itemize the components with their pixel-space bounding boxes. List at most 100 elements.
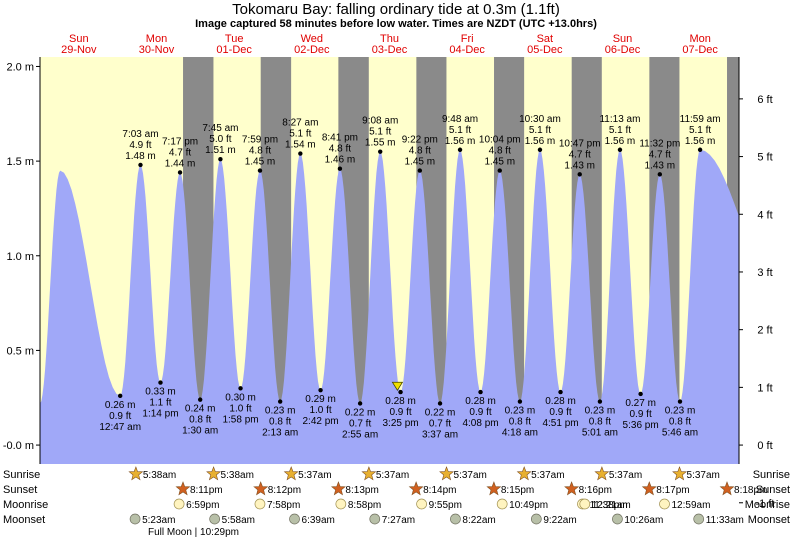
tide-time-label: 1:30 am [182,426,218,437]
tide-ft-label: 4.7 ft [569,149,591,160]
tide-ft-label: 5.1 ft [529,125,551,136]
current-level-marker [391,381,404,392]
tide-time-label: 9:08 am [362,116,398,127]
tide-ft-label: 0.9 ft [109,411,131,422]
tide-m-label: 1.46 m [325,155,356,166]
moonset-icon [369,513,381,525]
sunset-icon [486,481,502,496]
tide-time-label: 11:59 am [680,114,721,125]
sunrise-time: 5:37am [609,470,642,481]
high-tide-marker: 10:30 am5.1 ft1.56 m [519,114,561,152]
tide-extreme-point [677,399,683,404]
right-tick-label: 3 ft [757,267,772,279]
day-headers: Sun29-NovMon30-NovTue01-DecWed02-DecThu0… [61,33,718,56]
tide-m-label: 0.29 m [305,394,336,405]
tide-time-label: 12:47 am [99,422,141,433]
left-tick-label: 1.0 m [6,251,34,263]
high-tide-marker: 9:08 am5.1 ft1.55 m [362,116,398,154]
sunrise-time: 5:38am [143,470,176,481]
tide-extreme-point [138,162,143,168]
astro-row-label-right: Moonset [748,514,790,526]
moonset-time: 9:22am [543,515,576,526]
high-tide-marker: 7:45 am5.0 ft1.51 m [202,123,238,162]
day-name: Sun [613,33,633,45]
tide-extreme-point [318,387,323,393]
tide-m-label: 0.22 m [425,407,456,418]
tide-time-label: 7:45 am [202,123,238,134]
tide-ft-label: 0.8 ft [509,417,531,428]
sunset-icon [564,481,580,496]
moonset-time: 11:33am [706,515,744,526]
day-name: Wed [301,33,323,45]
tide-time-label: 3:25 pm [382,418,418,429]
tide-area [40,149,739,465]
right-tick-label: -1 ft [756,498,775,510]
sunset-time: 8:12pm [268,485,301,496]
moonset-time: 6:39am [302,515,335,526]
tide-m-label: 1.56 m [445,136,476,147]
low-tide-marker: 0.27 m0.9 ft5:36 pm [623,391,659,431]
moonset-icon [209,513,221,525]
moonrise-time: 9:55pm [429,500,462,511]
sunset-icon [330,481,346,496]
tide-extreme-point [337,166,343,171]
sunrise-time: 5:38am [221,470,254,481]
tide-extreme-point [457,147,463,152]
day-name: Thu [380,33,399,45]
high-tide-marker: 9:22 pm4.8 ft1.45 m [402,135,438,173]
tide-extreme-point [597,399,603,404]
tide-m-label: 0.23 m [265,406,296,417]
low-tide-marker: 0.28 m0.9 ft4:08 pm [462,389,499,429]
tide-extreme-point [117,393,123,399]
tide-time-label: 4:08 pm [462,418,498,429]
moonrise-icon [579,498,591,510]
moonrise-time: 11:38pm [589,500,627,511]
sunset-icon [408,481,424,496]
tide-m-label: 1.56 m [605,136,636,147]
moonrise-time: 12:21am [592,500,631,511]
sunset-icon [253,481,269,496]
low-tide-marker: 0.28 m0.9 ft4:51 pm [542,389,579,429]
tide-extreme-point [218,157,223,162]
tide-curve-area [40,149,739,465]
low-tide-marker: 0.24 m0.8 ft1:30 am [182,397,218,437]
moonset-time: 5:23am [142,515,175,526]
tide-time-label: 7:03 am [122,129,158,140]
high-tide-marker: 8:41 pm4.8 ft1.46 m [322,133,358,171]
tide-extreme-point [398,389,403,395]
left-tick-label: 1.5 m [6,156,34,168]
tide-m-label: 1.51 m [205,145,236,156]
day-date: 01-Dec [216,44,252,56]
sunrise-icon [439,466,455,481]
high-tide-marker: 7:03 am4.9 ft1.48 m [122,129,159,168]
day-date: 03-Dec [372,44,408,56]
tide-m-label: 0.28 m [465,396,496,407]
sunrise-time: 5:37am [531,470,564,481]
astro-row-label-right: Moonrise [745,499,790,511]
astro-row-label: Moonrise [3,499,48,511]
tide-ft-label: 0.9 ft [389,407,411,418]
tide-ft-label: 5.1 ft [449,125,471,136]
tide-ft-label: 4.8 ft [329,144,351,155]
tide-m-label: 1.45 m [245,157,276,168]
low-tide-marker: 0.28 m0.9 ft3:25 pm [382,389,419,429]
low-tide-marker: 0.22 m0.7 ft3:37 am [422,401,458,440]
tide-time-label: 10:47 pm [559,138,601,149]
tide-extreme-point [298,151,303,156]
tide-extreme-point [357,401,363,406]
day-name: Mon [689,33,710,45]
right-tick-label: 1 ft [757,382,772,394]
sunrise-time: 5:37am [454,470,487,481]
sunrise-icon [283,466,299,481]
tide-ft-label: 4.7 ft [649,149,671,160]
tide-time-label: 2:42 pm [303,416,339,427]
tide-time-label: 7:59 pm [242,135,278,146]
moonrise-time: 12:59am [672,500,711,511]
sunset-time: 8:11pm [190,485,223,496]
high-tide-marker: 11:13 am5.1 ft1.56 m [599,114,640,152]
tide-m-label: 1.45 m [405,157,436,168]
tide-ft-label: 0.8 ft [589,417,611,428]
day-name: Mon [146,33,167,45]
